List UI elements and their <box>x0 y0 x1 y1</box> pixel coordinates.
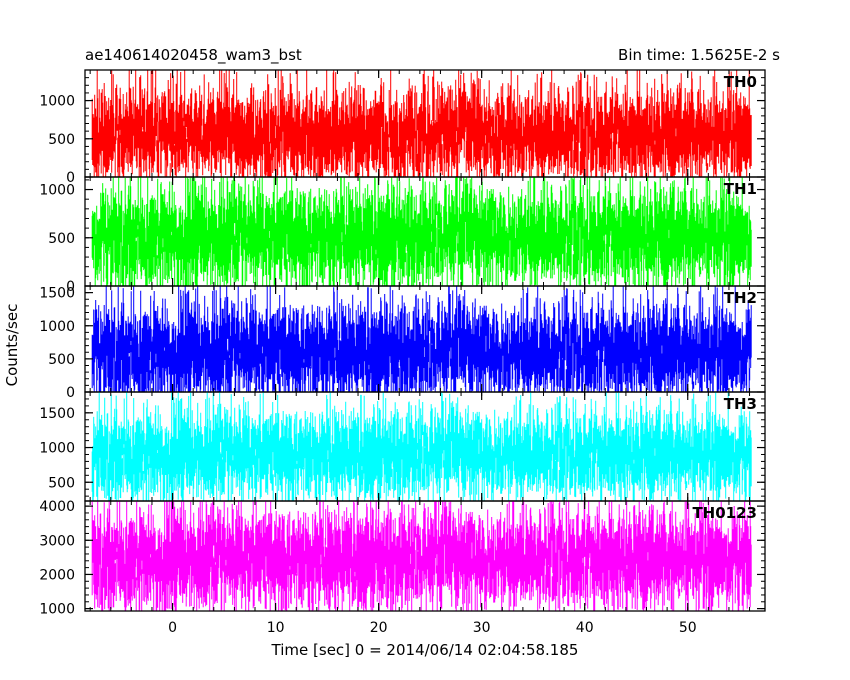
y-tick-label: 3000 <box>39 533 75 549</box>
y-tick-label: 1000 <box>39 183 75 199</box>
panel-label-th3: TH3 <box>724 395 757 413</box>
x-tick-label: 50 <box>679 620 697 636</box>
panel-th0123-frame <box>84 500 766 612</box>
x-tick-label: 20 <box>370 620 388 636</box>
series-th0123-trace <box>91 501 752 611</box>
y-axis-label: Counts/sec <box>3 304 21 387</box>
x-tick-label: 40 <box>576 620 594 636</box>
panel-label-th1: TH1 <box>724 180 757 198</box>
y-tick-label: 500 <box>48 475 75 491</box>
y-tick-label: 1500 <box>39 406 75 422</box>
y-tick-label: 500 <box>48 231 75 247</box>
panel-label-th0: TH0 <box>724 73 757 91</box>
y-tick-label: 1500 <box>39 286 75 302</box>
y-tick-label: 4000 <box>39 499 75 515</box>
y-tick-label: 500 <box>48 352 75 368</box>
y-tick-label: 2000 <box>39 567 75 583</box>
series-th2-trace <box>91 286 752 392</box>
y-tick-label: 1000 <box>39 602 75 618</box>
x-tick-label: 0 <box>168 620 177 636</box>
chart-title: ae140614020458_wam3_bst <box>85 46 302 65</box>
series-th1-trace <box>91 177 752 286</box>
panel-label-th2: TH2 <box>724 289 757 307</box>
y-tick-label: 500 <box>48 132 75 148</box>
series-th3-trace <box>91 392 752 501</box>
x-tick-label: 30 <box>473 620 491 636</box>
y-tick-label: 0 <box>66 279 75 295</box>
chart-subtitle: Bin time: 1.5625E-2 s <box>618 46 780 64</box>
series-th0-trace <box>91 70 752 177</box>
y-tick-label: 1000 <box>39 319 75 335</box>
panel-label-th0123: TH0123 <box>692 504 757 522</box>
y-tick-label: 1000 <box>39 94 75 110</box>
y-tick-label: 0 <box>66 385 75 401</box>
x-tick-label: 10 <box>267 620 285 636</box>
x-axis-label: Time [sec] 0 = 2014/06/14 02:04:58.185 <box>271 641 579 659</box>
y-tick-label: 0 <box>66 170 75 186</box>
y-tick-label: 1000 <box>39 441 75 457</box>
